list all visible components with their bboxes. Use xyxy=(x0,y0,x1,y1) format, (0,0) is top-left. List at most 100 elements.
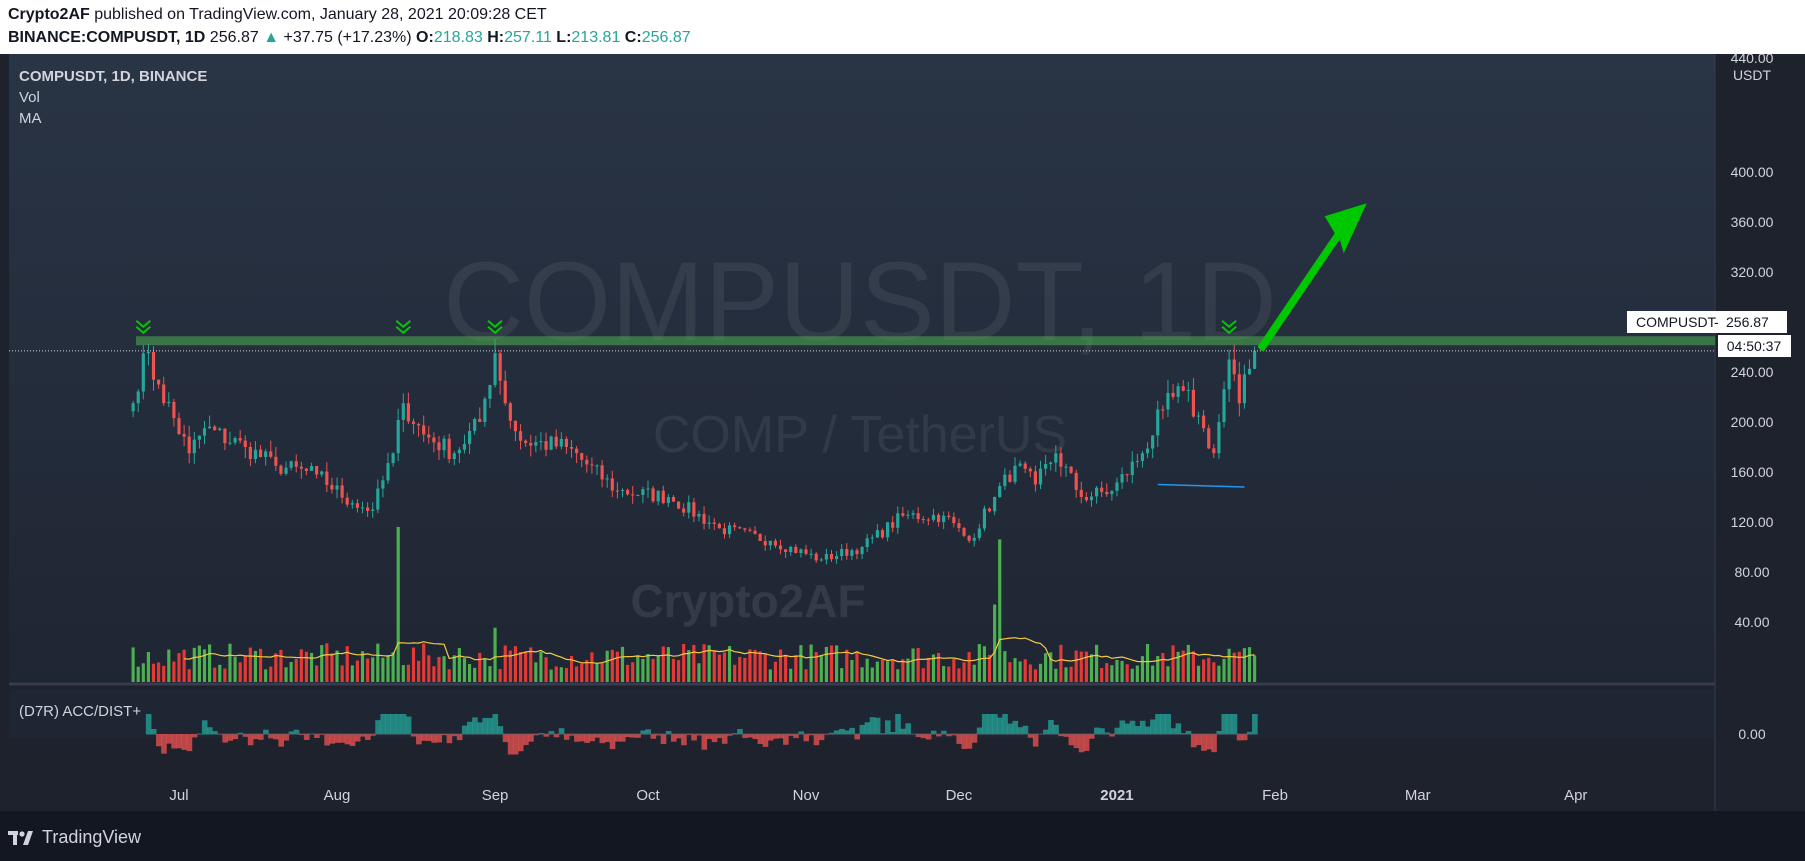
volume-bar xyxy=(437,656,441,682)
acc-dist-bar xyxy=(936,734,942,737)
candle-body xyxy=(233,438,237,443)
candle-body xyxy=(753,530,757,534)
acc-dist-bar xyxy=(665,730,672,735)
acc-dist-bar xyxy=(599,734,606,744)
candle xyxy=(972,533,976,547)
candle xyxy=(641,486,645,504)
acc-dist-bar xyxy=(1190,734,1197,748)
volume-bar xyxy=(330,653,334,682)
candle xyxy=(809,548,813,559)
acc-dist-bar xyxy=(1206,734,1212,750)
candle-body xyxy=(926,519,930,521)
candle xyxy=(508,401,512,429)
acc-dist-bar xyxy=(512,734,519,755)
candle-body xyxy=(845,549,849,556)
candle xyxy=(447,433,451,464)
acc-dist-bar xyxy=(721,734,728,744)
acc-dist-bar xyxy=(584,734,590,743)
legend-vol[interactable]: Vol xyxy=(19,89,40,106)
candle xyxy=(554,429,558,450)
acc-dist-bar xyxy=(701,734,708,750)
legend-ma[interactable]: MA xyxy=(19,110,42,127)
acc-dist-bar xyxy=(976,727,983,735)
candle-body xyxy=(911,513,915,515)
candle-body xyxy=(722,528,727,535)
volume-bar xyxy=(794,655,798,682)
candle xyxy=(666,494,670,508)
acc-dist-bar xyxy=(783,734,789,745)
candle-body xyxy=(738,527,742,529)
time-axis[interactable]: Jul Aug Sep Oct Nov Dec 2021 Feb Mar Apr xyxy=(169,787,1587,804)
candle xyxy=(1232,344,1236,382)
acc-dist-bar xyxy=(619,734,626,742)
volume-bar xyxy=(891,659,895,682)
last-price-tag[interactable]: COMPUSDT - 256.87 04:50:37 xyxy=(1627,311,1791,357)
legend-indicator[interactable]: (D7R) ACC/DIST+ xyxy=(19,703,141,720)
acc-dist-bar xyxy=(329,734,335,744)
volume-bar xyxy=(447,669,451,682)
breakout-arrow[interactable] xyxy=(1257,203,1367,352)
acc-dist-bar xyxy=(1022,725,1029,735)
acc-dist-bar xyxy=(553,734,560,738)
tradingview-logo[interactable]: TradingView xyxy=(8,827,141,848)
candle-body xyxy=(396,419,400,454)
volume-bar xyxy=(952,658,956,682)
volume-bar xyxy=(1003,651,1007,682)
candle-body xyxy=(162,384,166,404)
volume-bar xyxy=(564,668,569,682)
acc-dist-bar xyxy=(609,734,616,750)
ohlc-line: BINANCE:COMPUSDT, 1D 256.87 ▲ +37.75 (+1… xyxy=(8,29,691,47)
volume-bar xyxy=(1115,659,1119,682)
candle-body xyxy=(320,471,324,475)
candle xyxy=(467,422,472,454)
volume-bar xyxy=(498,669,502,682)
candle-body xyxy=(1135,460,1139,462)
legend-title[interactable]: COMPUSDT, 1D, BINANCE xyxy=(19,68,207,85)
legend: COMPUSDT, 1D, BINANCE Vol MA (D7R) ACC/D… xyxy=(19,68,207,720)
candle-body xyxy=(253,449,258,460)
volume-bar xyxy=(921,668,925,682)
price-chart[interactable]: COMPUSDT, 1D COMP / TetherUS Crypto2AF 4… xyxy=(0,54,1805,811)
volume-bar xyxy=(1069,666,1073,682)
volume-bar xyxy=(911,648,915,682)
candle-body xyxy=(651,488,655,502)
acc-dist-bar xyxy=(548,731,555,735)
acc-dist-bar xyxy=(446,734,453,744)
volume-bar xyxy=(554,666,558,682)
candle xyxy=(580,452,584,468)
volume-bar xyxy=(544,657,548,682)
candle-body xyxy=(238,438,242,441)
volume-bar xyxy=(371,657,375,682)
acc-dist-bar xyxy=(920,734,927,739)
volume-bar xyxy=(799,645,803,682)
candle xyxy=(1176,382,1180,404)
acc-dist-bar xyxy=(1185,730,1192,735)
acc-dist-bar xyxy=(171,734,177,749)
volume-bar xyxy=(824,646,828,682)
acc-dist-bar xyxy=(263,729,269,735)
candle xyxy=(172,398,176,427)
candle-body xyxy=(1156,409,1160,436)
volume-bar xyxy=(901,659,905,682)
volume-bar xyxy=(401,665,405,682)
volume-bar xyxy=(687,650,691,682)
volume-bar xyxy=(977,644,981,682)
support-line[interactable] xyxy=(1157,483,1245,488)
candle xyxy=(717,522,721,529)
candle xyxy=(1120,467,1124,489)
author-name[interactable]: Crypto2AF xyxy=(8,6,90,23)
resistance-zone[interactable] xyxy=(136,336,1715,346)
candle xyxy=(1181,379,1185,392)
volume-bar xyxy=(202,649,207,682)
candle xyxy=(452,451,456,466)
main-pane[interactable] xyxy=(9,54,1715,682)
candle xyxy=(682,503,686,517)
candle-body xyxy=(1242,374,1246,404)
acc-dist-bar xyxy=(207,727,213,735)
candle xyxy=(157,379,161,389)
acc-dist-bar xyxy=(247,734,254,746)
tradingview-brand: TradingView xyxy=(42,827,142,847)
acc-dist-bar xyxy=(319,734,325,735)
candle-body xyxy=(264,451,268,457)
acc-dist-bar xyxy=(971,734,978,743)
